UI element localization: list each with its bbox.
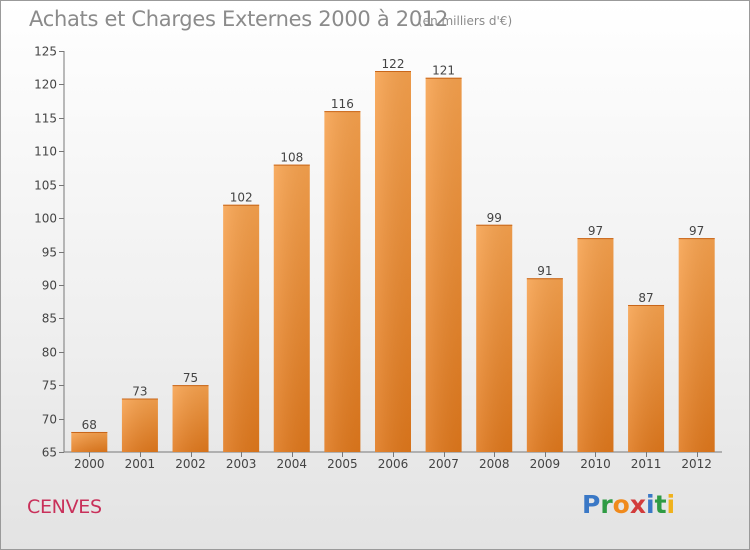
bar-shade <box>425 77 462 452</box>
logo-letter: P <box>582 490 601 519</box>
data-label: 102 <box>230 191 253 205</box>
logo-letter: t <box>654 490 667 519</box>
x-tick-label: 2010 <box>580 457 611 471</box>
y-tick-label: 100 <box>34 212 57 226</box>
data-label: 91 <box>537 264 552 278</box>
logo-letter: r <box>600 490 613 519</box>
x-tick-label: 2006 <box>378 457 409 471</box>
x-tick-label: 2005 <box>327 457 358 471</box>
x-tick-label: 2002 <box>175 457 206 471</box>
x-tick-label: 2011 <box>631 457 662 471</box>
y-tick-label: 85 <box>42 312 57 326</box>
y-tick-label: 70 <box>42 413 57 427</box>
x-tick-label: 2012 <box>681 457 712 471</box>
data-label: 97 <box>689 224 704 238</box>
data-label: 87 <box>638 291 653 305</box>
x-tick-label: 2001 <box>125 457 156 471</box>
bar-shade <box>577 238 614 452</box>
y-tick-label: 80 <box>42 346 57 360</box>
logo-letter: i <box>666 490 676 519</box>
x-tick-label: 2008 <box>479 457 510 471</box>
bar-shade <box>526 278 563 452</box>
y-tick-label: 115 <box>34 112 57 126</box>
x-tick-label: 2003 <box>226 457 257 471</box>
y-tick-label: 75 <box>42 379 57 393</box>
chart-title: Achats et Charges Externes 2000 à 2012 <box>29 7 449 31</box>
bar-shade <box>476 224 513 452</box>
bar-shade <box>375 71 411 453</box>
data-label: 122 <box>382 57 405 71</box>
chart-unit: (en milliers d'€) <box>418 14 513 28</box>
logo-letter: i <box>646 490 655 519</box>
logo-letter: o <box>612 490 630 519</box>
y-tick-label: 120 <box>34 78 57 92</box>
y-tick-label: 125 <box>34 45 57 59</box>
proxiti-logo: Proxiti <box>582 490 675 519</box>
bar-shade <box>223 204 260 452</box>
chart-data-labels: 68 73 75 102 108 116 122 121 99 91 97 87 97 <box>82 57 705 432</box>
data-label: 75 <box>183 371 198 385</box>
y-tick-label: 95 <box>42 246 57 260</box>
x-tick-label: 2007 <box>428 457 459 471</box>
logo-letter: x <box>629 490 646 519</box>
commune-name: CENVES <box>27 496 102 518</box>
bar-shade <box>172 385 209 452</box>
data-label: 121 <box>432 64 455 78</box>
data-label: 73 <box>132 385 147 399</box>
x-tick-label: 2009 <box>530 457 561 471</box>
y-tick-label: 65 <box>42 446 57 460</box>
y-tick-label: 90 <box>42 279 57 293</box>
chart-bars <box>71 71 715 453</box>
bar-shade <box>678 238 715 452</box>
data-label: 97 <box>588 224 603 238</box>
bar-shade <box>273 164 310 452</box>
data-label: 116 <box>331 97 354 111</box>
data-label: 99 <box>487 211 502 225</box>
x-tick-label: 2000 <box>74 457 105 471</box>
data-label: 108 <box>280 151 303 165</box>
x-tick-label: 2004 <box>276 457 307 471</box>
chart-axes: 65 70 75 80 85 90 95 100 105 110 115 120 125 2000 2001… <box>34 45 722 471</box>
data-label: 68 <box>82 418 97 432</box>
bar-shade <box>121 398 158 452</box>
y-tick-label: 110 <box>34 145 57 159</box>
y-tick-label: 105 <box>34 179 57 193</box>
bar-shade <box>324 111 361 453</box>
bar-shade <box>71 431 108 452</box>
bar-shade <box>628 304 665 452</box>
